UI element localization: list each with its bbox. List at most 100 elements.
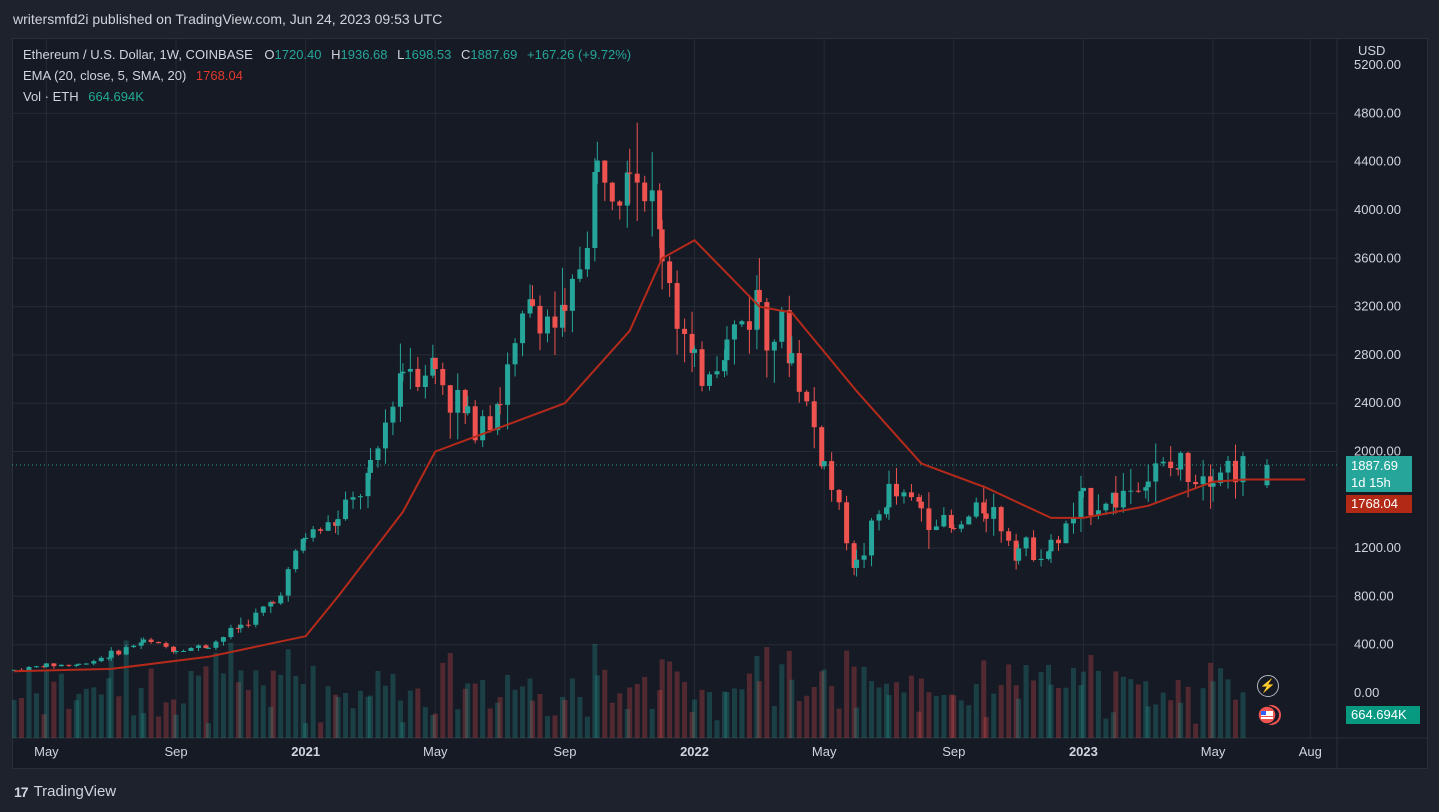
- candle-body: [472, 406, 478, 441]
- candle-body: [714, 371, 720, 375]
- volume-bar: [1210, 681, 1216, 738]
- volume-bar: [245, 689, 251, 738]
- candle-body: [318, 529, 324, 531]
- volume-bar: [746, 673, 752, 738]
- candle-body: [933, 526, 939, 531]
- volume-bar: [91, 687, 97, 738]
- volume-bar: [375, 670, 381, 738]
- volume-bar: [1168, 700, 1174, 738]
- candle-body: [33, 666, 39, 668]
- volume-bar: [786, 650, 792, 738]
- volume-bar: [908, 675, 914, 738]
- symbol-label[interactable]: Ethereum / U.S. Dollar, 1W, COINBASE: [23, 47, 253, 62]
- volume-bar: [358, 690, 364, 738]
- volume-bar: [973, 684, 979, 738]
- candle-body: [634, 173, 640, 183]
- candle-body: [764, 302, 770, 351]
- time-tick-label: May: [1201, 744, 1226, 759]
- candle-body: [893, 483, 899, 497]
- candle-body: [397, 373, 403, 407]
- volume-bar: [415, 688, 421, 738]
- volume-bar: [495, 702, 501, 738]
- candle-body: [343, 499, 349, 520]
- volume-bar: [983, 717, 989, 738]
- price-tick-label: 2800.00: [1354, 347, 1401, 362]
- volume-bar: [958, 700, 964, 738]
- high-label: H: [331, 47, 341, 62]
- volume-bar: [238, 670, 244, 738]
- volume-bar: [1200, 688, 1206, 738]
- candle-body: [918, 501, 924, 509]
- volume-bar: [756, 681, 762, 738]
- volume-bar: [270, 670, 276, 738]
- volume-row[interactable]: Vol · ETH 664.694K: [23, 86, 631, 107]
- volume-bar: [916, 711, 922, 738]
- candle-body: [173, 651, 179, 653]
- candle-body: [365, 472, 371, 497]
- us-flag-event-icon[interactable]: [1254, 704, 1282, 726]
- candle-body: [527, 299, 533, 314]
- candle-body: [325, 522, 331, 531]
- candle-body: [73, 664, 79, 666]
- candle-body: [1178, 452, 1184, 470]
- candle-body: [786, 310, 792, 364]
- volume-bar: [163, 702, 169, 738]
- volume-bar: [602, 669, 608, 738]
- candle-body: [731, 324, 737, 340]
- open-label: O: [264, 47, 275, 62]
- candle-body: [674, 283, 680, 329]
- candle-body: [689, 333, 695, 353]
- volume-bar: [1218, 668, 1224, 738]
- candle-body: [285, 569, 291, 596]
- currency-label[interactable]: USD: [1358, 43, 1386, 58]
- candle-body: [869, 520, 875, 556]
- volume-bar: [365, 696, 371, 738]
- volume-bar: [1038, 671, 1044, 738]
- candle-body: [559, 304, 565, 328]
- volume-bar: [1113, 671, 1119, 738]
- volume-bar: [12, 699, 17, 738]
- price-tick-label: 400.00: [1354, 637, 1394, 652]
- candle-body: [998, 507, 1004, 532]
- flash-icon[interactable]: ⚡: [1257, 675, 1279, 697]
- candle-body: [886, 483, 892, 508]
- volume-bar: [667, 661, 673, 738]
- candle-body: [228, 627, 234, 638]
- candle-body: [1016, 548, 1022, 561]
- price-chart[interactable]: 5200.00 4800.00 4400.00 4000.00 3600.00 3200.…: [12, 38, 1428, 769]
- candle-body: [1208, 476, 1214, 487]
- volume-bar: [335, 697, 341, 738]
- volume-bar: [1208, 662, 1214, 738]
- volume-bar: [76, 693, 82, 738]
- volume-bar: [447, 653, 453, 738]
- volume-bar: [594, 675, 600, 738]
- volume-bar: [1185, 686, 1191, 738]
- candle-body: [916, 497, 922, 502]
- volume-bar: [1063, 687, 1069, 738]
- candle-body: [407, 368, 413, 372]
- volume-bar: [754, 655, 760, 738]
- volume-bar: [1233, 699, 1239, 738]
- volume-bar: [66, 708, 72, 738]
- candle-body: [544, 316, 550, 334]
- volume-bar: [714, 720, 720, 738]
- candle-body: [771, 341, 777, 351]
- volume-bar: [1240, 692, 1246, 738]
- volume-bar: [851, 666, 857, 738]
- candle-body: [1264, 465, 1270, 486]
- low-label: L: [397, 47, 405, 62]
- tradingview-logo[interactable]: 17 TradingView: [14, 783, 116, 800]
- candle-body: [447, 385, 453, 413]
- volume-bar: [1095, 670, 1101, 738]
- candle-body: [756, 290, 762, 303]
- ema-row[interactable]: EMA (20, close, 5, SMA, 20) 1768.04: [23, 65, 631, 86]
- volume-bar: [462, 688, 468, 738]
- last-price-badge: 1887.69 1d 15h: [1346, 456, 1412, 492]
- volume-bar: [796, 701, 802, 738]
- volume-bar: [951, 695, 957, 738]
- volume-bar: [116, 696, 122, 738]
- candle-body: [657, 190, 663, 230]
- candle-body: [1143, 487, 1149, 491]
- published-caption: writersmfd2i published on TradingView.co…: [13, 11, 443, 27]
- candle-body: [1070, 517, 1076, 524]
